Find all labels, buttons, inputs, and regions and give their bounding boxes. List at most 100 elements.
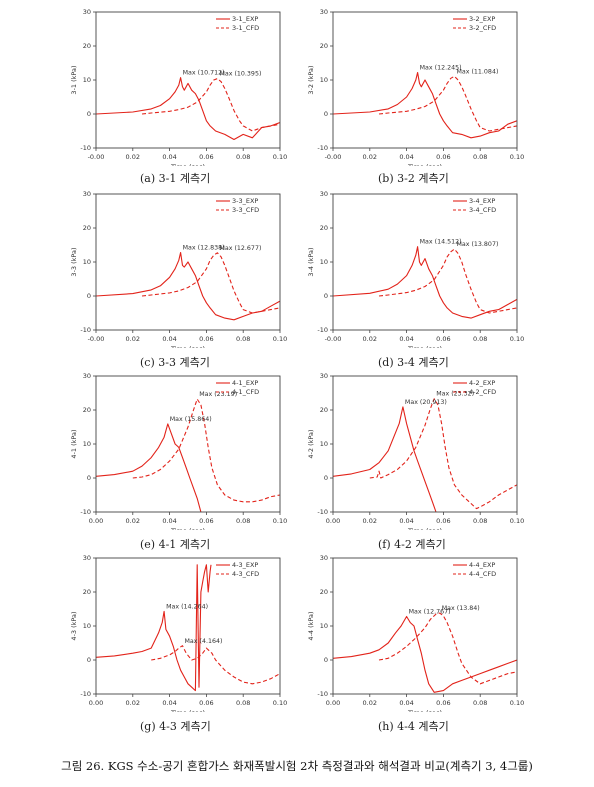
series-line: [378, 612, 517, 685]
x-tick-label: 0.10: [510, 699, 524, 707]
x-tick-label: 0.08: [236, 699, 250, 707]
x-tick-label: 0.06: [199, 335, 213, 343]
x-axis-label: Time (sec): [170, 345, 205, 348]
max-annotation: Max (4.164): [184, 638, 222, 645]
series-line: [96, 77, 280, 141]
max-annotation: Max (12.767): [409, 609, 451, 616]
legend-label: 3-1_EXP: [232, 15, 258, 23]
series-line: [96, 564, 212, 692]
chart-panel-3-2: -0.00 0.02 0.04 0.06 0.08 0.10 -10 0 10 20 30 Max (…: [307, 4, 527, 171]
x-tick-label: 0.04: [162, 699, 176, 707]
y-tick-label: 20: [320, 588, 328, 596]
y-tick-label: 0: [87, 292, 91, 300]
x-tick-label: 0.10: [273, 699, 287, 707]
plot-frame: [95, 193, 281, 331]
legend-label: 3-4_EXP: [469, 197, 495, 205]
y-tick-label: 20: [83, 406, 91, 414]
legend-label: 3-2_CFD: [469, 24, 496, 32]
x-tick-label: 0.06: [436, 699, 450, 707]
y-axis-label: 4-4 (kPa): [307, 611, 315, 640]
legend-label: 4-4_EXP: [469, 561, 495, 569]
x-tick-label: 0.04: [162, 517, 176, 525]
x-tick-label: 0.04: [399, 699, 413, 707]
plot-frame: [332, 375, 518, 513]
x-tick-label: 0.08: [236, 153, 250, 161]
y-tick-label: 20: [83, 42, 91, 50]
y-axis-label: 4-1 (kPa): [70, 429, 78, 458]
y-tick-label: 30: [83, 554, 91, 562]
legend-label: 4-1_EXP: [232, 379, 258, 387]
y-tick-label: 10: [83, 258, 91, 266]
x-tick-label: 0.02: [126, 335, 140, 343]
y-tick-label: 10: [83, 440, 91, 448]
caption-3-1: (a) 3-1 계측기: [140, 172, 211, 185]
series-line: [96, 251, 280, 321]
y-tick-label: -10: [317, 690, 328, 698]
x-tick-label: 0.06: [436, 153, 450, 161]
chart-3-2: -0.00 0.02 0.04 0.06 0.08 0.10 -10 0 10 20 30 Max (…: [307, 8, 524, 171]
max-annotation: Max (12.245): [420, 64, 462, 71]
x-tick-label: 0.04: [162, 335, 176, 343]
x-tick-label: 0.06: [199, 699, 213, 707]
chart-panel-4-1: 0.00 0.02 0.04 0.06 0.08 0.10 -10 0 10 20 30 Max (1…: [70, 368, 290, 535]
y-tick-label: -10: [317, 144, 328, 152]
legend-label: 4-3_EXP: [232, 561, 258, 569]
caption-4-4: (h) 4-4 계측기: [378, 720, 449, 733]
y-tick-label: 10: [83, 76, 91, 84]
y-tick-label: 10: [320, 440, 328, 448]
y-axis-label: 3-4 (kPa): [307, 247, 315, 276]
plot-frame: [95, 375, 281, 513]
x-tick-label: 0.02: [126, 517, 140, 525]
y-tick-label: 0: [87, 474, 91, 482]
x-axis-label: Time (sec): [407, 709, 442, 712]
chart-4-3: 0.00 0.02 0.04 0.06 0.08 0.10 -10 0 10 20 30 Max (1…: [70, 554, 287, 717]
chart-3-3: -0.00 0.02 0.04 0.06 0.08 0.10 -10 0 10 20 30 Max (…: [70, 190, 287, 353]
x-tick-label: 0.02: [126, 153, 140, 161]
legend-label: 3-4_CFD: [469, 206, 496, 214]
chart-3-1: -0.00 0.02 0.04 0.06 0.08 0.10 -10 0 10 20 30 Max (…: [70, 8, 287, 171]
legend-label: 4-2_CFD: [469, 388, 496, 396]
y-tick-label: -10: [80, 144, 91, 152]
max-annotation: Max (23.19): [199, 391, 237, 398]
chart-4-2: 0.00 0.02 0.04 0.06 0.08 0.10 -10 0 10 20 30 Max (2…: [307, 372, 524, 535]
x-axis-label: Time (sec): [407, 163, 442, 166]
x-tick-label: -0.00: [88, 153, 105, 161]
y-axis-label: 4-3 (kPa): [70, 611, 78, 640]
y-tick-label: 0: [87, 656, 91, 664]
x-tick-label: 0.10: [273, 335, 287, 343]
series-line: [96, 423, 202, 512]
x-tick-label: 0.02: [363, 335, 377, 343]
series-line: [132, 398, 280, 503]
x-axis-label: Time (sec): [407, 527, 442, 530]
x-tick-label: 0.04: [162, 153, 176, 161]
x-tick-label: 0.04: [399, 335, 413, 343]
caption-4-1: (e) 4-1 계측기: [140, 538, 211, 551]
caption-3-2: (b) 3-2 계측기: [378, 172, 449, 185]
y-tick-label: 10: [320, 258, 328, 266]
y-tick-label: -10: [80, 508, 91, 516]
y-tick-label: 10: [320, 622, 328, 630]
max-annotation: Max (10.395): [219, 71, 261, 78]
max-annotation: Max (10.712): [183, 70, 225, 77]
chart-panel-4-4: 0.00 0.02 0.04 0.06 0.08 0.10 -10 0 10 20 30 Max (1…: [307, 550, 527, 717]
legend-label: 3-3_EXP: [232, 197, 258, 205]
series-line: [333, 615, 517, 693]
y-tick-label: 0: [324, 292, 328, 300]
series-line: [378, 248, 517, 314]
x-axis-label: Time (sec): [170, 527, 205, 530]
x-tick-label: 0.00: [326, 517, 340, 525]
x-tick-label: 0.00: [89, 699, 103, 707]
chart-panel-4-3: 0.00 0.02 0.04 0.06 0.08 0.10 -10 0 10 20 30 Max (1…: [70, 550, 290, 717]
y-tick-label: 0: [324, 110, 328, 118]
x-tick-label: 0.08: [473, 335, 487, 343]
caption-4-3: (g) 4-3 계측기: [140, 720, 211, 733]
y-axis-label: 3-1 (kPa): [70, 65, 78, 94]
legend-label: 3-3_CFD: [232, 206, 259, 214]
x-tick-label: 0.04: [399, 517, 413, 525]
max-annotation: Max (15.864): [170, 416, 212, 423]
y-tick-label: 0: [324, 474, 328, 482]
plot-frame: [95, 557, 281, 695]
y-tick-label: 20: [320, 224, 328, 232]
caption-4-2: (f) 4-2 계측기: [378, 538, 446, 551]
y-tick-label: 0: [87, 110, 91, 118]
